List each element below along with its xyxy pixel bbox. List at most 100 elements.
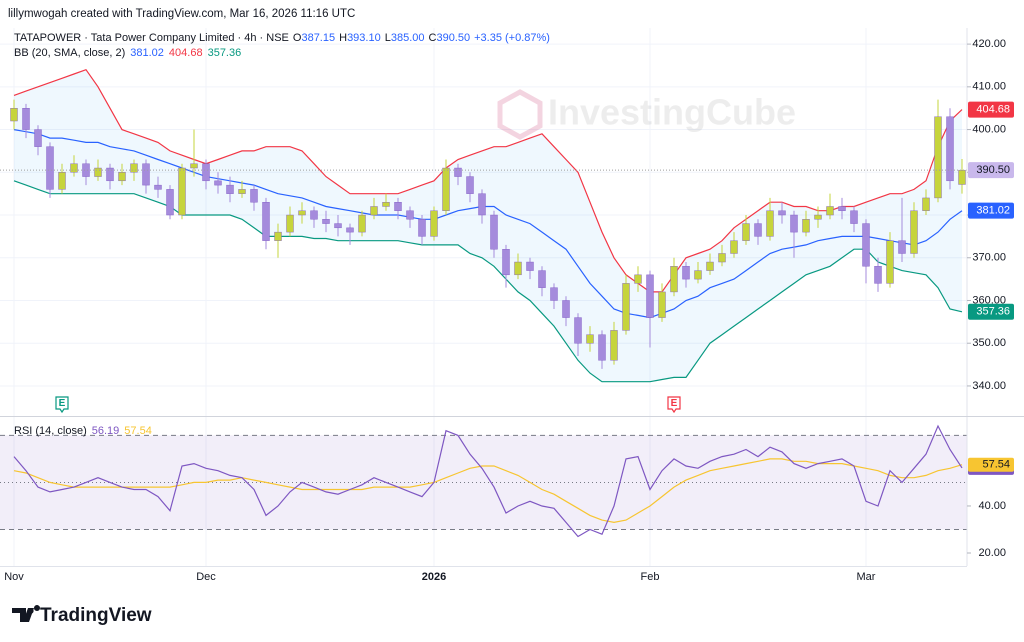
value-badge (968, 303, 1014, 320)
candle-body (838, 206, 846, 211)
candle-body (466, 176, 474, 194)
brand-logo (12, 605, 40, 622)
candle-body (526, 261, 534, 271)
rsi-legend-value: 57.54 (124, 425, 152, 437)
y-tick-label: 350.00 (972, 337, 1006, 349)
ohlc-key: C (429, 32, 437, 44)
candle-body (658, 291, 666, 318)
event-marker (55, 396, 69, 414)
candle-body (58, 172, 66, 190)
ohlc-value: 393.10 (347, 32, 381, 44)
candle-body (22, 107, 30, 130)
candle-body (178, 167, 186, 216)
x-tick-label: Nov (4, 571, 24, 583)
price-badge-text: 390.50 (976, 164, 1010, 176)
candle-body (346, 227, 354, 233)
candle-body (718, 253, 726, 263)
value-badge-text: 404.68 (976, 103, 1010, 115)
candle-body (634, 274, 642, 284)
candle-body (34, 129, 42, 147)
candle-body (874, 266, 882, 284)
value-badge (968, 101, 1014, 118)
candle-body (334, 223, 342, 229)
grid (0, 28, 967, 566)
ohlc-key: L (385, 32, 391, 44)
band-line (13, 129, 963, 319)
band-fill (14, 69, 962, 382)
rsi-legend: RSI (14, close) (14, 425, 87, 437)
value-badge-text: 357.36 (976, 306, 1010, 318)
brand-text: TradingView (40, 605, 152, 626)
bb-legend-value: 404.68 (169, 47, 203, 59)
y-tick-label: 340.00 (972, 380, 1006, 392)
candle-body (298, 210, 306, 216)
candle-body (934, 116, 942, 199)
y-tick-label: 410.00 (972, 81, 1006, 93)
candle-body (478, 193, 486, 216)
candle-body (418, 219, 426, 237)
candle-body (514, 261, 522, 276)
candle-body (454, 167, 462, 177)
value-badge (968, 457, 1014, 472)
series-line (13, 424, 963, 538)
y-tick-label: 360.00 (972, 294, 1006, 306)
candle-body (898, 240, 906, 254)
candle-body (586, 334, 594, 344)
x-tick-label: Mar (857, 571, 876, 583)
candle-body (70, 163, 78, 173)
y-tick-label: 40.00 (978, 500, 1006, 512)
candle-body (106, 167, 114, 182)
candle-body (226, 184, 234, 194)
candle-body (46, 146, 54, 190)
x-tick-label: Dec (196, 571, 216, 583)
candle-body (94, 167, 102, 177)
candle-body (730, 240, 738, 254)
candle-body (754, 223, 762, 237)
candle-body (742, 223, 750, 241)
candle-body (502, 249, 510, 276)
candle-body (562, 300, 570, 318)
candle-body (550, 287, 558, 301)
rsi-band (0, 435, 967, 530)
credit: lillymwogah created with TradingView.com… (8, 8, 355, 20)
candle-body (622, 283, 630, 331)
candle-body (214, 180, 222, 186)
candle-body (82, 163, 90, 177)
ohlc-key: O (293, 32, 302, 44)
y-tick-label: 370.00 (972, 252, 1006, 264)
candle-body (610, 330, 618, 361)
change: +3.35 (+0.87%) (474, 32, 550, 44)
candle-body (850, 210, 858, 224)
candle-body (574, 317, 582, 344)
candle-body (394, 202, 402, 211)
candle-body (310, 210, 318, 220)
candle-body (862, 223, 870, 267)
candle-body (322, 219, 330, 224)
rsi-legend-value: 56.19 (92, 425, 120, 437)
candle-body (130, 163, 138, 173)
price-badge (968, 162, 1014, 179)
candle-body (250, 189, 258, 203)
candle-body (166, 189, 174, 216)
value-badge-text: 57.54 (982, 459, 1010, 471)
event-marker (667, 396, 681, 414)
candle-body (910, 210, 918, 254)
band-line (13, 68, 963, 293)
y-tick-label: 420.00 (972, 38, 1006, 50)
candle-body (274, 231, 282, 241)
candle-body (886, 240, 894, 284)
watermark-text: InvestingCube (548, 92, 796, 133)
candle-body (286, 214, 294, 233)
candle-body (694, 270, 702, 280)
candle-body (706, 261, 714, 271)
brand: TradingView (12, 605, 152, 626)
value-badge-text: 381.02 (976, 205, 1010, 217)
ohlc-key: H (339, 32, 347, 44)
value-badge (968, 202, 1014, 219)
candle-body (802, 219, 810, 233)
event-label: E (671, 398, 678, 409)
brand-logo-dot (28, 608, 34, 614)
